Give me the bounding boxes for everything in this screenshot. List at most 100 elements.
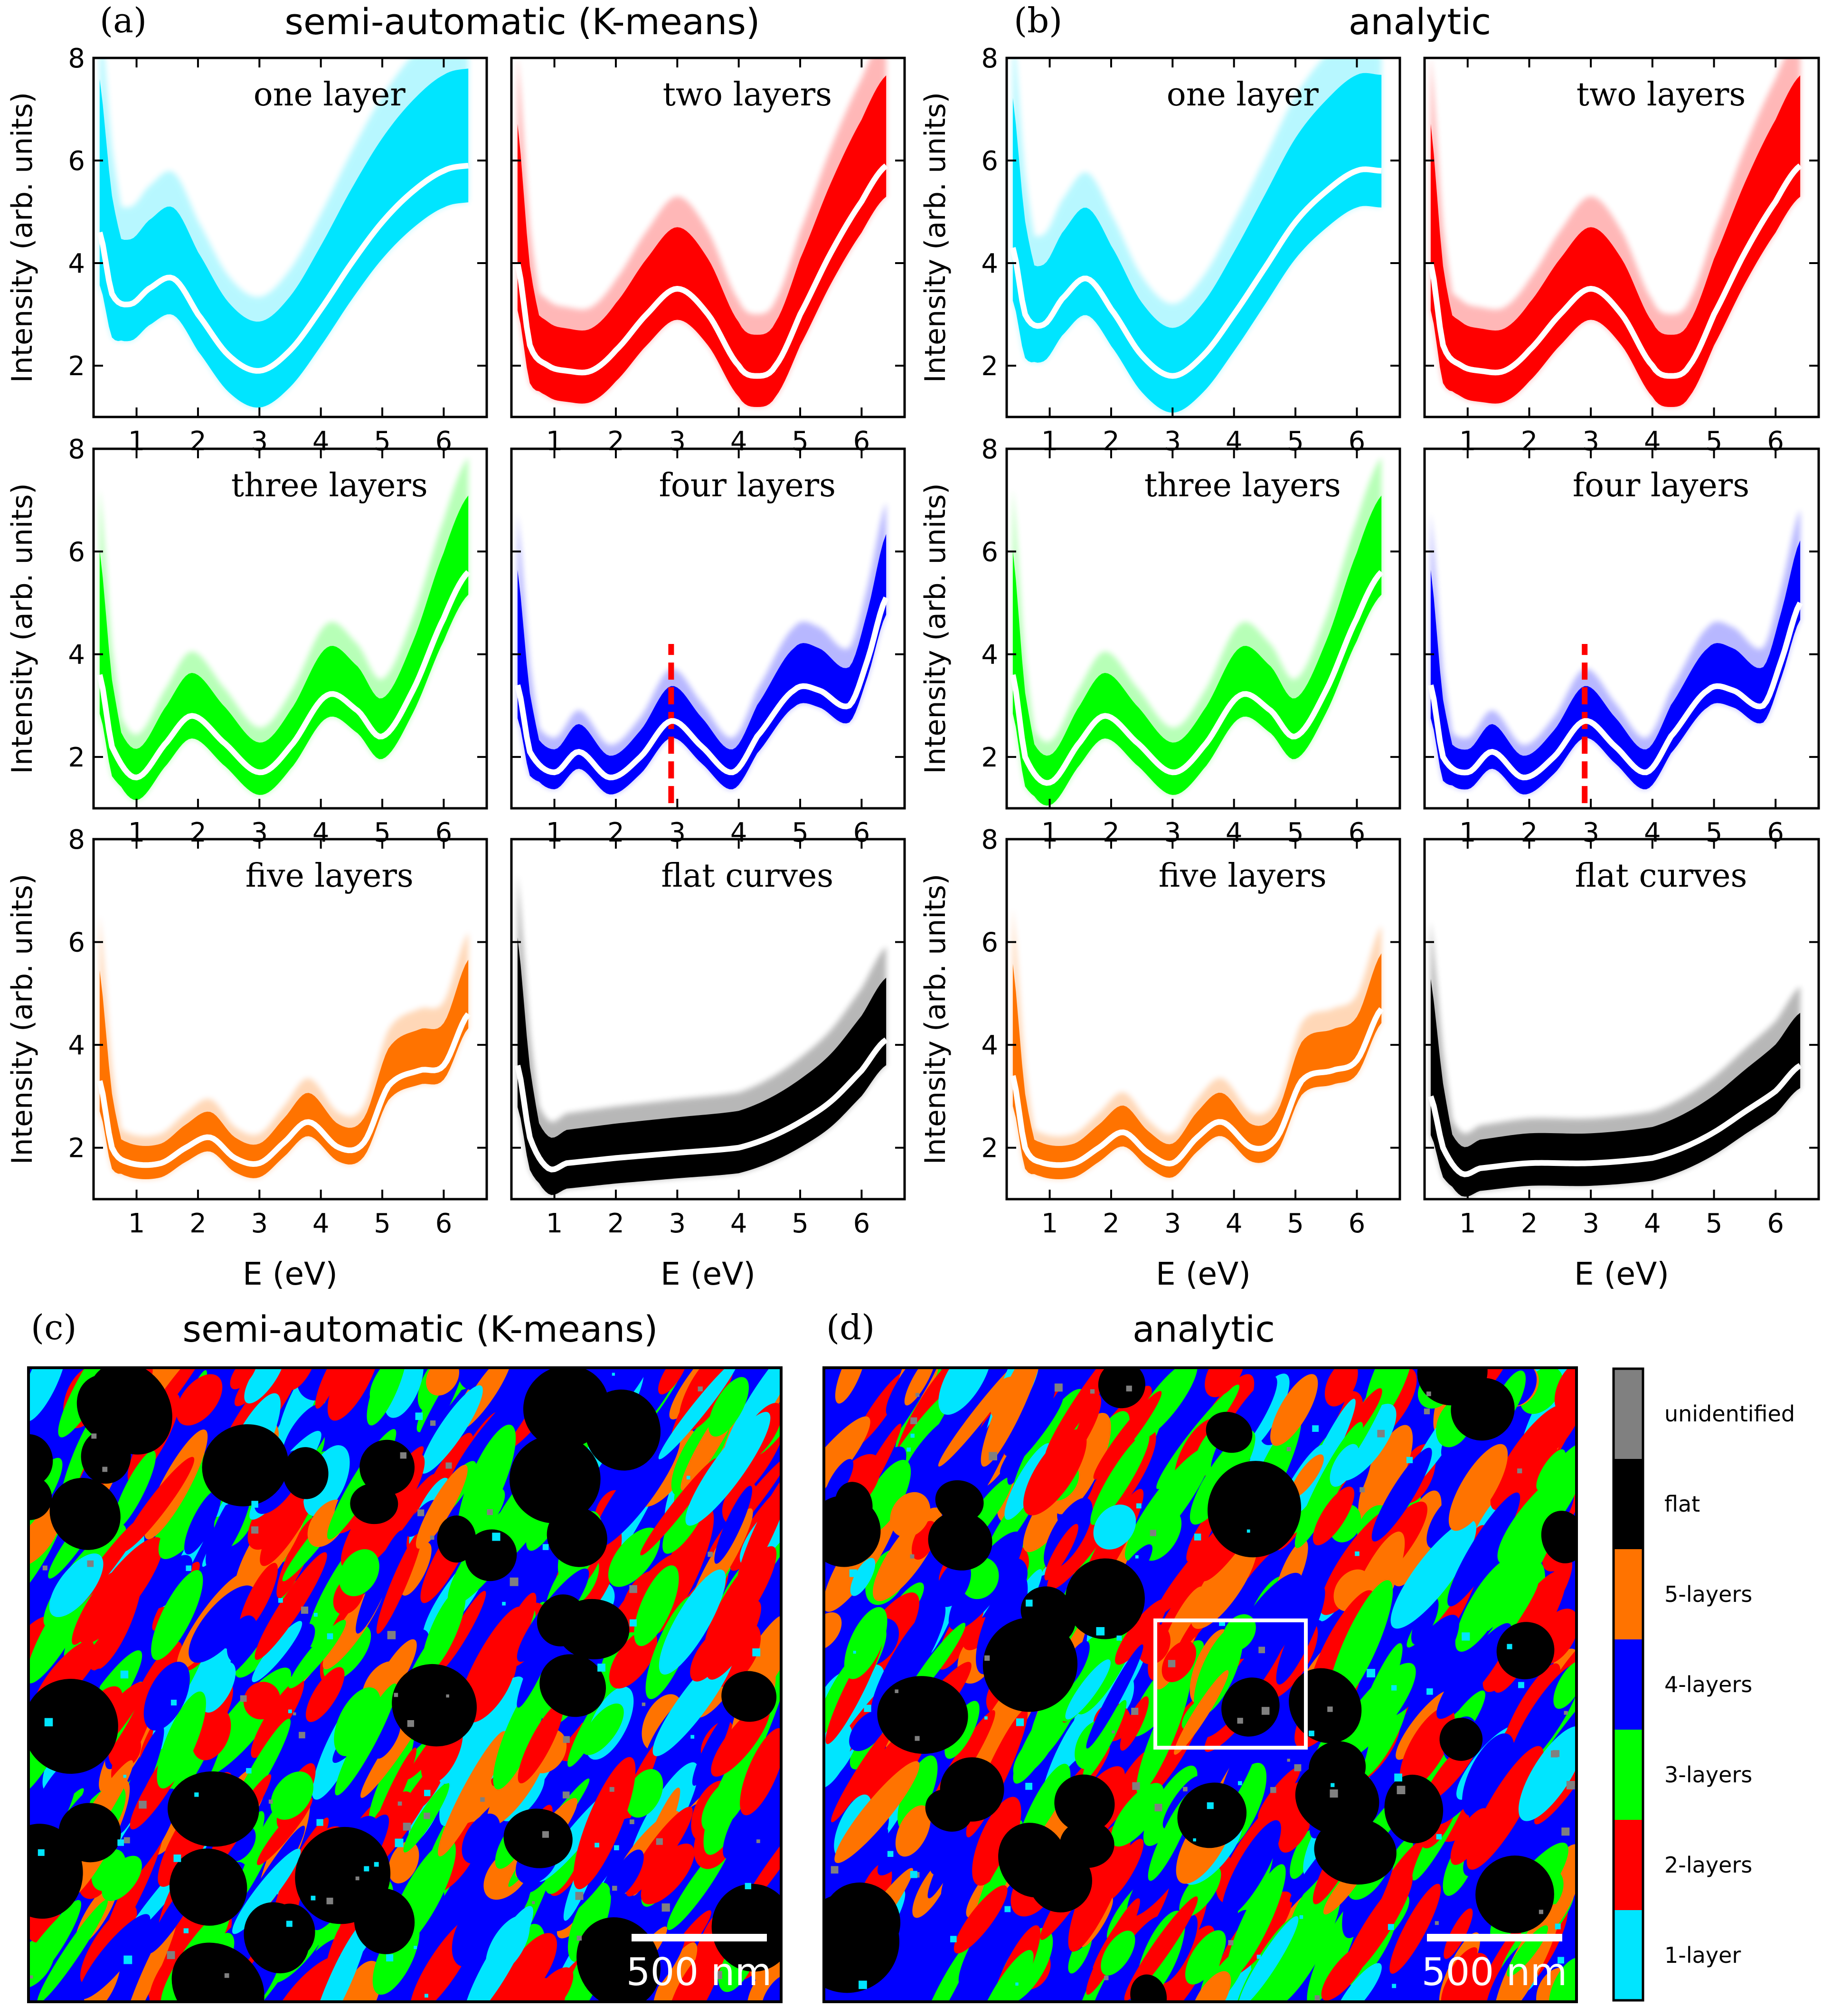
spectra-cloud [99,959,469,1180]
map-c-border [27,1366,783,2003]
panel-label: one layer [1167,76,1319,114]
legend-swatch [1614,1369,1643,1459]
y-tick-label: 2 [68,1133,85,1164]
y-axis-label: Intensity (arb. units) [6,874,39,1164]
panel-label: one layer [254,76,406,114]
spectra-cloud [1012,73,1382,413]
panel-label: four layers [659,467,836,504]
y-tick-label: 4 [981,640,998,671]
axes-frame [510,57,906,418]
mean-spectrum [97,162,469,374]
panel-label: flat curves [1575,857,1747,895]
y-tick-label: 8 [981,824,998,855]
axes-frame [1423,838,1820,1201]
spectra-cloud [517,937,887,1195]
y-tick-label: 2 [68,742,85,773]
y-tick-label: 4 [981,1030,998,1061]
legend-label: 5-layers [1664,1581,1752,1607]
legend-label: 1-layer [1664,1942,1741,1968]
panel-label: three layers [1144,467,1341,504]
legend-label: 4-layers [1664,1672,1752,1697]
map-d-highlight-box [1153,1618,1308,1750]
panel-label: three layers [231,467,428,504]
legend-swatch [1614,1549,1643,1639]
panel-label: five layers [1159,857,1327,895]
axes-frame [92,838,488,1201]
y-axis-label: Intensity (arb. units) [919,92,952,383]
map-c-scalebar-label: 500 nm [626,1950,772,1994]
spectra-cloud [99,68,469,408]
y-tick-label: 2 [981,1133,998,1164]
y-tick-label: 6 [981,146,998,177]
mean-spectrum [515,163,888,379]
x-tick-label: 2 [189,1208,207,1239]
y-tick-label: 8 [68,434,85,465]
mean-spectrum [1428,163,1803,379]
panel-d-letter: (d) [826,1307,875,1347]
panel-b-letter: (b) [1014,0,1062,40]
map-c-scalebar [632,1934,767,1941]
y-tick-label: 4 [68,248,85,279]
mean-spectrum [1010,166,1382,379]
spectra-cloud [1012,495,1382,806]
x-axis-label: E (eV) [1574,1256,1669,1292]
y-tick-label: 4 [981,248,998,279]
map-d: 500 nm [822,1366,1578,2003]
panel-label: flat curves [661,857,833,895]
map-d-border [822,1366,1578,2003]
y-axis-label: Intensity (arb. units) [6,483,39,774]
legend-swatch [1614,1820,1643,1910]
panel-d-title: analytic [1133,1308,1275,1350]
mean-spectrum [515,596,889,781]
map-d-scalebar [1427,1934,1562,1941]
x-tick-label: 4 [312,1208,330,1239]
x-tick-label: 1 [128,1208,145,1239]
legend-label: 2-layers [1664,1852,1752,1878]
mean-spectrum [97,570,471,781]
axes-frame [1005,447,1401,810]
mean-spectrum [515,1037,888,1173]
axes-frame [1005,57,1401,418]
x-axis-label: E (eV) [661,1256,755,1292]
spectra-cloud [517,534,887,795]
y-tick-label: 2 [981,351,998,382]
x-tick-label: 1 [1459,1208,1476,1239]
x-axis-label: E (eV) [1156,1256,1251,1292]
spectrum-panel: 1 2 3 4 5 6 2 4 6 8 five layers Intensity (arb. uni… [919,824,1401,1292]
x-tick-label: 3 [1582,1208,1599,1239]
x-tick-label: 5 [1287,1208,1304,1239]
axes-frame [92,57,488,418]
y-tick-label: 6 [981,928,998,958]
map-c-pixels [28,1368,781,2002]
x-tick-label: 1 [546,1208,563,1239]
y-tick-label: 4 [68,1030,85,1061]
mean-spectrum [1428,1063,1802,1177]
x-axis-label: E (eV) [243,1256,338,1292]
legend-swatch [1614,1639,1643,1730]
y-axis-label: Intensity (arb. units) [919,874,952,1164]
x-tick-label: 6 [435,1208,453,1239]
y-tick-label: 8 [981,434,998,465]
mean-spectrum [1010,1007,1384,1168]
y-tick-label: 8 [68,824,85,855]
axes-frame [1005,838,1401,1201]
y-tick-label: 8 [68,43,85,74]
x-tick-label: 3 [669,1208,686,1239]
panel-label: two layers [1577,76,1746,114]
legend-swatch [1614,1730,1643,1820]
y-tick-label: 6 [981,537,998,568]
map-c: 500 nm [27,1366,783,2003]
panel-c-title: semi-automatic (K-means) [182,1308,658,1350]
spectrum-panel: 1 2 3 4 5 6 flat curves E (eV) [510,838,906,1292]
x-tick-label: 5 [374,1208,391,1239]
x-tick-label: 5 [792,1208,809,1239]
x-tick-label: 4 [730,1208,747,1239]
